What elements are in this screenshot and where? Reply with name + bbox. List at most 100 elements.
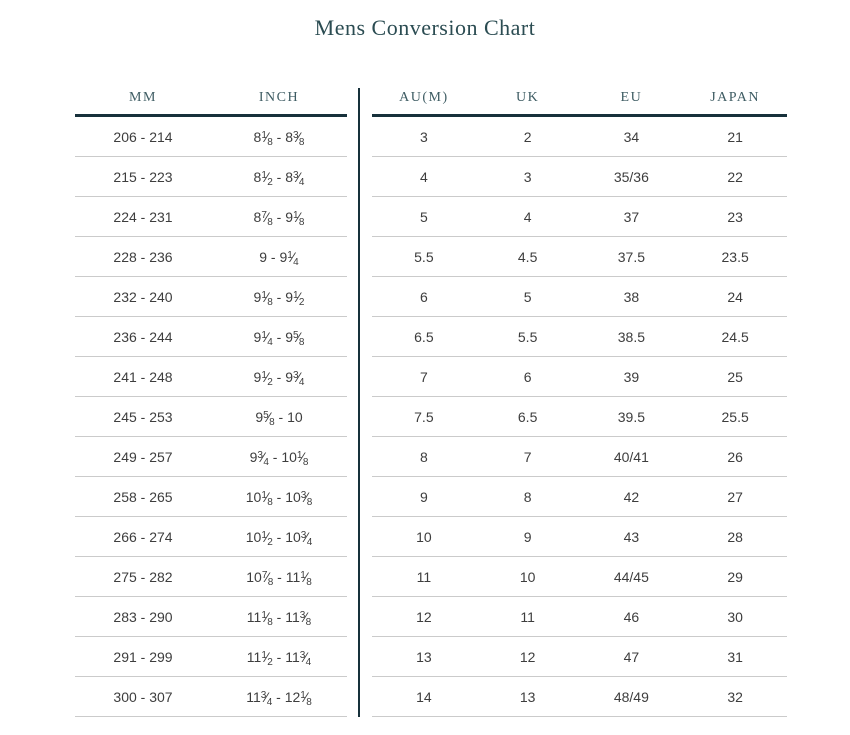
vertical-divider (358, 88, 360, 717)
page-title: Mens Conversion Chart (314, 15, 536, 40)
cell-au: 6.5 (414, 328, 434, 345)
cell-uk: 5.5 (517, 328, 538, 345)
table-row: 14 13 48/49 32 (372, 677, 787, 717)
table-row: 6 5 38 24 (372, 277, 787, 317)
cell-uk: 6 (523, 368, 532, 385)
cell-au: 4 (419, 168, 428, 185)
cell-uk: 6.5 (517, 408, 538, 425)
table-row: 9 8 42 27 (372, 477, 787, 517)
left-header-row: MM INCH (75, 81, 347, 117)
left-table-body: 206 - 214 81⁄8 - 83⁄8 215 - 223 81⁄2 - 83⁄4… (75, 117, 347, 717)
cell-mm: 283 - 290 (113, 608, 173, 625)
cell-mm: 215 - 223 (113, 168, 173, 185)
cell-uk: 9 (523, 528, 532, 545)
cell-uk: 2 (523, 128, 532, 145)
table-row: 10 9 43 28 (372, 517, 787, 557)
cell-inch: 91⁄2 - 93⁄4 (253, 368, 305, 388)
table-row: 228 - 236 9 - 91⁄4 (75, 237, 347, 277)
header-uk: UK (516, 89, 540, 105)
header-inch: INCH (258, 89, 300, 105)
table-row: 232 - 240 91⁄8 - 91⁄2 (75, 277, 347, 317)
cell-eu: 42 (623, 488, 640, 505)
table-row: 7 6 39 25 (372, 357, 787, 397)
table-row: 275 - 282 107⁄8 - 111⁄8 (75, 557, 347, 597)
table-row: 266 - 274 101⁄2 - 103⁄4 (75, 517, 347, 557)
table-row: 8 7 40/41 26 (372, 437, 787, 477)
cell-inch: 101⁄2 - 103⁄4 (245, 528, 313, 548)
cell-eu: 39.5 (617, 408, 645, 425)
cell-eu: 38.5 (617, 328, 645, 345)
table-row: 258 - 265 101⁄8 - 103⁄8 (75, 477, 347, 517)
cell-au: 8 (419, 448, 428, 465)
cell-eu: 46 (623, 608, 640, 625)
cell-uk: 3 (523, 168, 532, 185)
table-row: 4 3 35/36 22 (372, 157, 787, 197)
cell-inch: 95⁄8 - 10 (255, 408, 303, 428)
table-row: 7.5 6.5 39.5 25.5 (372, 397, 787, 437)
table-row: 13 12 47 31 (372, 637, 787, 677)
sizes-table: AU(M) UK EU JAPAN 3 2 34 21 4 3 35/36 22 5 4 37 23 5… (372, 81, 787, 717)
cell-au: 3 (419, 128, 428, 145)
cell-mm: 241 - 248 (113, 368, 173, 385)
cell-inch: 81⁄8 - 83⁄8 (253, 128, 305, 148)
table-row: 3 2 34 21 (372, 117, 787, 157)
cell-japan: 22 (727, 168, 743, 185)
cell-au: 11 (416, 568, 432, 585)
cell-eu: 38 (623, 288, 640, 305)
cell-uk: 7 (523, 448, 532, 465)
cell-japan: 29 (727, 568, 743, 585)
table-row: 291 - 299 111⁄2 - 113⁄4 (75, 637, 347, 677)
cell-inch: 113⁄4 - 121⁄8 (246, 688, 312, 708)
cell-mm: 245 - 253 (113, 408, 173, 425)
cell-japan: 24.5 (721, 328, 749, 345)
cell-uk: 4.5 (517, 248, 538, 265)
cell-eu: 47 (623, 648, 640, 665)
header-eu: EU (620, 89, 643, 105)
cell-au: 7 (419, 368, 428, 385)
right-header-row: AU(M) UK EU JAPAN (372, 81, 787, 117)
table-row: 12 11 46 30 (372, 597, 787, 637)
cell-mm: 258 - 265 (113, 488, 173, 505)
cell-eu: 44/45 (613, 568, 649, 585)
cell-japan: 21 (727, 128, 743, 145)
cell-japan: 26 (727, 448, 743, 465)
conversion-table: MM INCH 206 - 214 81⁄8 - 83⁄8 215 - 223 81⁄… (75, 81, 787, 717)
cell-eu: 37 (623, 208, 640, 225)
table-row: 224 - 231 87⁄8 - 91⁄8 (75, 197, 347, 237)
cell-au: 5.5 (414, 248, 434, 265)
cell-mm: 236 - 244 (113, 328, 173, 345)
table-row: 245 - 253 95⁄8 - 10 (75, 397, 347, 437)
cell-mm: 266 - 274 (113, 528, 173, 545)
cell-inch: 107⁄8 - 111⁄8 (246, 568, 312, 588)
cell-inch: 9 - 91⁄4 (259, 248, 299, 268)
table-row: 6.5 5.5 38.5 24.5 (372, 317, 787, 357)
table-row: 241 - 248 91⁄2 - 93⁄4 (75, 357, 347, 397)
cell-inch: 91⁄8 - 91⁄2 (253, 288, 305, 308)
cell-mm: 206 - 214 (113, 128, 173, 145)
cell-mm: 224 - 231 (113, 208, 173, 225)
cell-uk: 12 (519, 648, 536, 665)
cell-japan: 27 (727, 488, 743, 505)
table-row: 249 - 257 93⁄4 - 101⁄8 (75, 437, 347, 477)
cell-japan: 25 (727, 368, 743, 385)
cell-inch: 87⁄8 - 91⁄8 (253, 208, 305, 228)
cell-eu: 48/49 (613, 688, 649, 705)
cell-inch: 93⁄4 - 101⁄8 (249, 448, 309, 468)
header-au: AU(M) (399, 89, 449, 105)
cell-inch: 101⁄8 - 103⁄8 (245, 488, 313, 508)
cell-japan: 31 (727, 648, 743, 665)
cell-japan: 28 (727, 528, 743, 545)
cell-au: 7.5 (414, 408, 434, 425)
conversion-chart-page: Mens Conversion Chart MM INCH 206 - 214 8… (75, 15, 787, 717)
cell-japan: 32 (727, 688, 743, 705)
table-row: 300 - 307 113⁄4 - 121⁄8 (75, 677, 347, 717)
table-row: 215 - 223 81⁄2 - 83⁄4 (75, 157, 347, 197)
mm-inch-table: MM INCH 206 - 214 81⁄8 - 83⁄8 215 - 223 81⁄… (75, 81, 347, 717)
cell-uk: 8 (523, 488, 532, 505)
table-row: 11 10 44/45 29 (372, 557, 787, 597)
cell-uk: 5 (523, 288, 532, 305)
cell-japan: 23.5 (721, 248, 749, 265)
header-japan: JAPAN (710, 89, 761, 105)
cell-eu: 43 (623, 528, 640, 545)
cell-au: 6 (419, 288, 428, 305)
